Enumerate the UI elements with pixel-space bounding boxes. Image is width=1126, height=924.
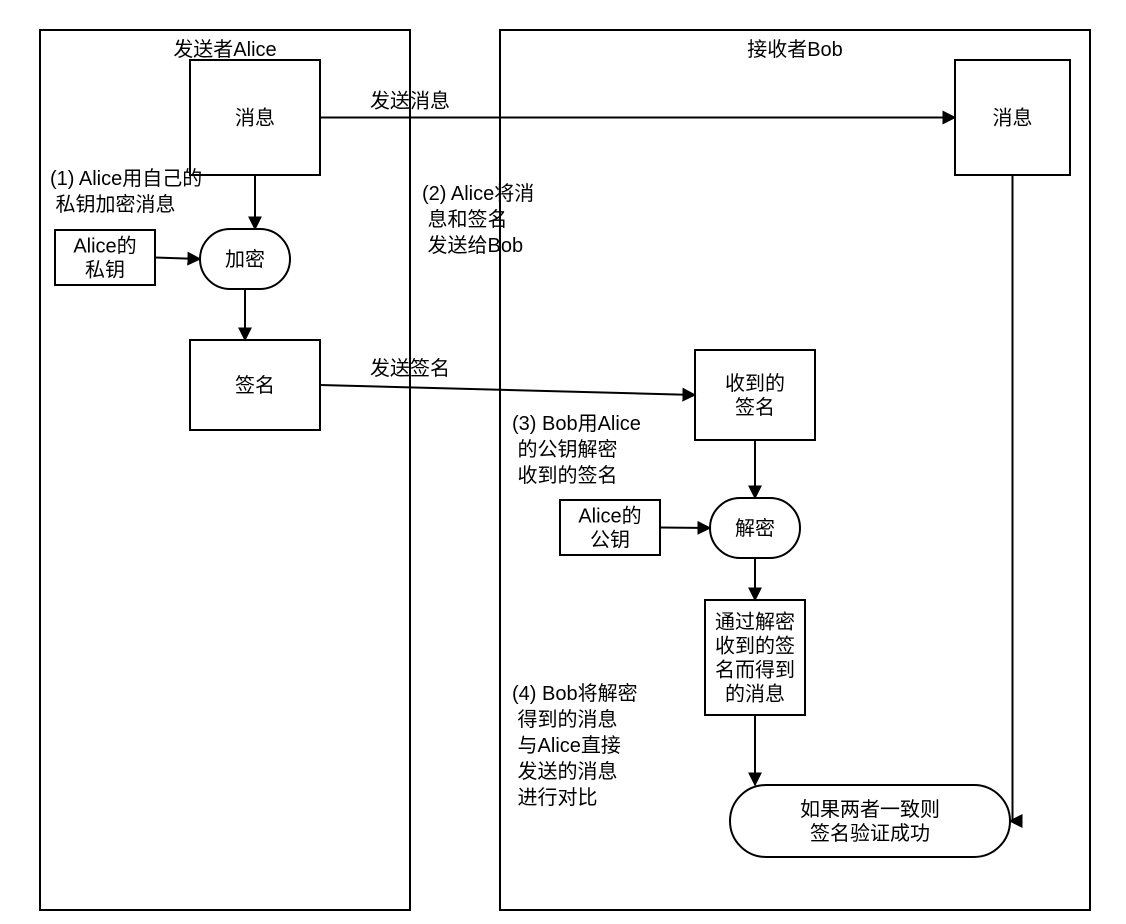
edge-pub-to-decrypt <box>660 528 710 529</box>
node-alice_pub-label: Alice的公钥 <box>578 505 641 552</box>
node-signature-label: 签名 <box>235 374 275 397</box>
label-send-message: 发送消息 <box>370 90 450 113</box>
node-decrypt-label: 解密 <box>735 517 775 540</box>
annotation-step2: (2) Alice将消 息和签名 发送给Bob <box>422 182 534 257</box>
annotation-step4: (4) Bob将解密 得到的消息 与Alice直接 发送的消息 进行对比 <box>512 682 638 809</box>
node-verify-label: 如果两者一致则签名验证成功 <box>800 798 940 845</box>
node-encrypt-label: 加密 <box>225 248 265 271</box>
edge-send-signature <box>320 385 695 395</box>
node-bob_msg-label: 消息 <box>993 107 1033 130</box>
panel-bob-title: 接收者Bob <box>747 38 843 61</box>
node-decrypted_msg-label: 通过解密收到的签名而得到的消息 <box>715 611 795 706</box>
label-send-signature: 发送签名 <box>370 357 450 380</box>
panel-alice <box>40 30 410 910</box>
panel-alice-title: 发送者Alice <box>173 38 276 61</box>
annotation-step3: (3) Bob用Alice 的公钥解密 收到的签名 <box>512 413 641 487</box>
annotation-step1: (1) Alice用自己的 私钥加密消息 <box>50 167 202 216</box>
node-recv_sig-label: 收到的签名 <box>725 372 785 419</box>
edge-bobmsg-to-verify <box>1010 175 1013 821</box>
node-alice_key-label: Alice的私钥 <box>73 235 136 282</box>
node-verify <box>730 785 1010 857</box>
node-recv_sig <box>695 350 815 440</box>
edge-key-to-encrypt <box>155 258 200 260</box>
node-alice_msg-label: 消息 <box>235 107 275 130</box>
